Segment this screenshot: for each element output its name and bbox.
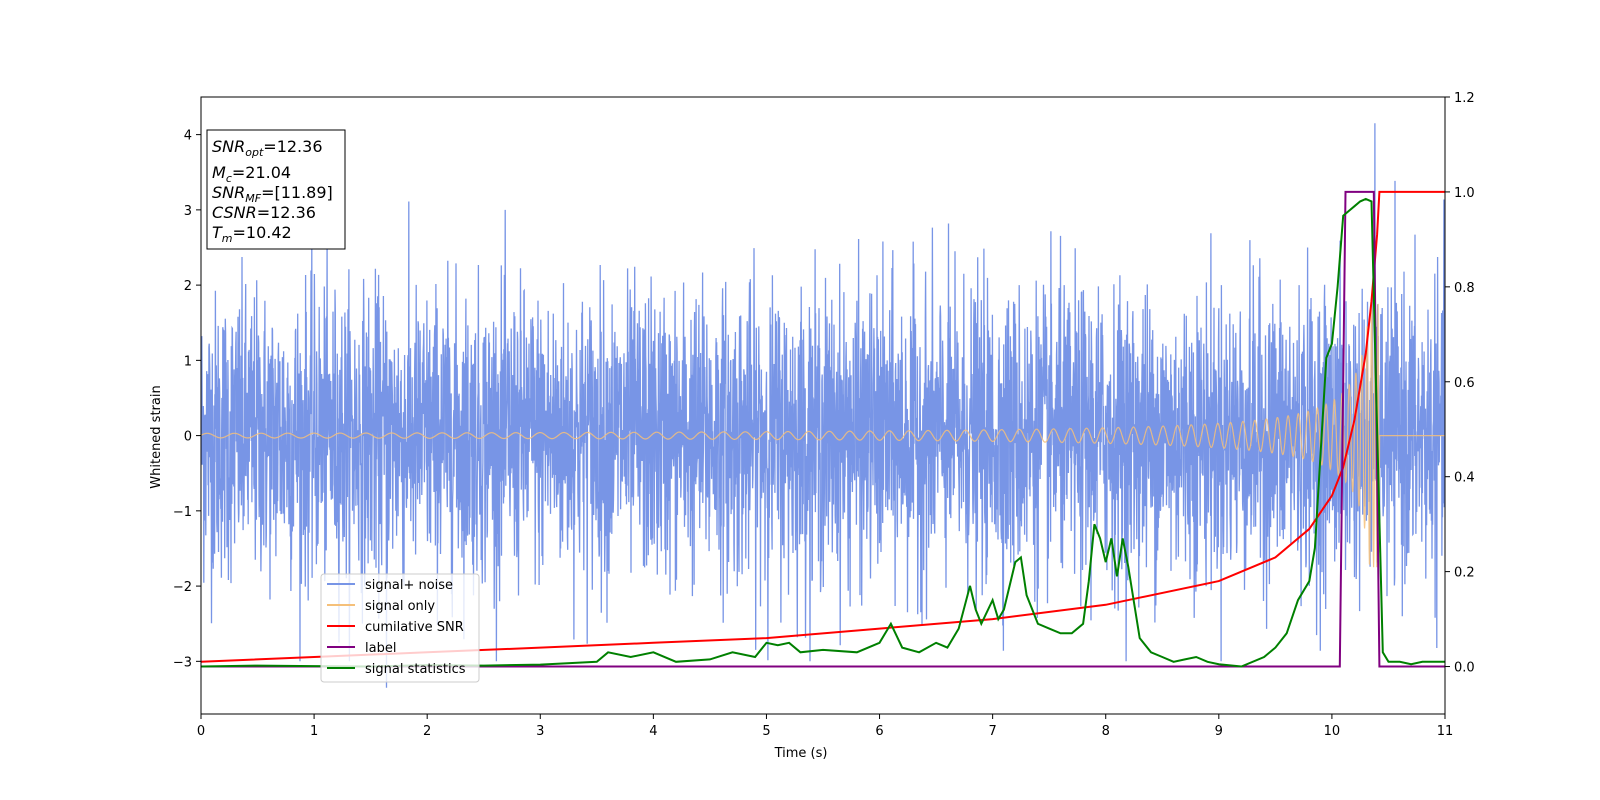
annotation-mc: Mc=21.04: [212, 163, 291, 185]
y-left-tick-label: 1: [184, 354, 192, 369]
y-right-tick-label: 0.4: [1454, 471, 1475, 486]
x-tick-label: 4: [649, 724, 657, 739]
series-cumilative-snr: [201, 190, 1445, 663]
annotation-csnr: CSNR=12.36: [212, 203, 316, 222]
legend-frame: [320, 573, 480, 683]
plot-area: [201, 123, 1445, 688]
legend-label-signal-only: signal only: [365, 599, 435, 614]
legend-item-label: label: [327, 641, 396, 656]
y-left-tick-label: −1: [173, 505, 192, 520]
y-left-tick-label: 2: [184, 279, 192, 294]
y-right-tick-label: 1.2: [1454, 91, 1475, 106]
x-tick-label: 6: [875, 724, 883, 739]
axes: 0 1 2 3 4 5 6 7 8 9 10 11 −3 −2 −1 0 1 2 3 4 0.0 0.2 0.4 0.6 0.8…: [173, 91, 1475, 739]
x-tick-label: 9: [1215, 724, 1223, 739]
y-left-tick-label: 4: [184, 129, 192, 144]
legend: signal+ noise signal only cumilative SNR…: [320, 573, 480, 683]
y-right-tick-label: 0.2: [1454, 566, 1475, 581]
y-right-tick-label: 1.0: [1454, 186, 1475, 201]
series-label: [201, 190, 1445, 668]
legend-item-signal-noise: signal+ noise: [327, 578, 453, 593]
series-group: [201, 123, 1445, 688]
y-right-tick-label: 0.6: [1454, 376, 1475, 391]
series-signal-statistics: [201, 197, 1445, 668]
annotation-tm: Tm=10.42: [212, 223, 292, 245]
series-signal-only: [201, 303, 1445, 568]
x-tick-label: 3: [536, 724, 544, 739]
legend-label-cumulative-snr: cumilative SNR: [365, 620, 464, 635]
x-tick-label: 0: [197, 724, 205, 739]
legend-item-cumulative-snr: cumilative SNR: [327, 620, 464, 635]
legend-label-signal-noise: signal+ noise: [365, 578, 453, 593]
y-left-tick-label: −2: [173, 580, 192, 595]
y-left-tick-label: 0: [184, 430, 192, 445]
legend-item-signal-statistics: signal statistics: [327, 662, 466, 677]
x-tick-label: 5: [762, 724, 770, 739]
annotation-box: SNRopt=12.36 Mc=21.04 SNRMF=[11.89] CSNR…: [206, 129, 346, 250]
y-left-tick-label: 3: [184, 204, 192, 219]
x-tick-label: 10: [1324, 724, 1341, 739]
y-right-tick-label: 0.8: [1454, 281, 1475, 296]
legend-label-signal-statistics: signal statistics: [365, 662, 466, 677]
x-axis-title: Time (s): [774, 746, 828, 761]
legend-item-signal-only: signal only: [327, 599, 435, 614]
x-tick-label: 1: [310, 724, 318, 739]
y-axis-title: Whitened strain: [149, 385, 164, 488]
y-right-tick-label: 0.0: [1454, 661, 1475, 676]
plot-frame: [200, 96, 1446, 715]
x-tick-label: 11: [1437, 724, 1454, 739]
x-tick-label: 2: [423, 724, 431, 739]
annotation-snr-opt: SNRopt=12.36: [212, 137, 323, 159]
x-tick-label: 7: [988, 724, 996, 739]
x-tick-label: 8: [1102, 724, 1110, 739]
y-left-tick-label: −3: [173, 655, 192, 670]
legend-label-label: label: [365, 641, 396, 656]
annotation-snr-mf: SNRMF=[11.89]: [212, 183, 333, 205]
